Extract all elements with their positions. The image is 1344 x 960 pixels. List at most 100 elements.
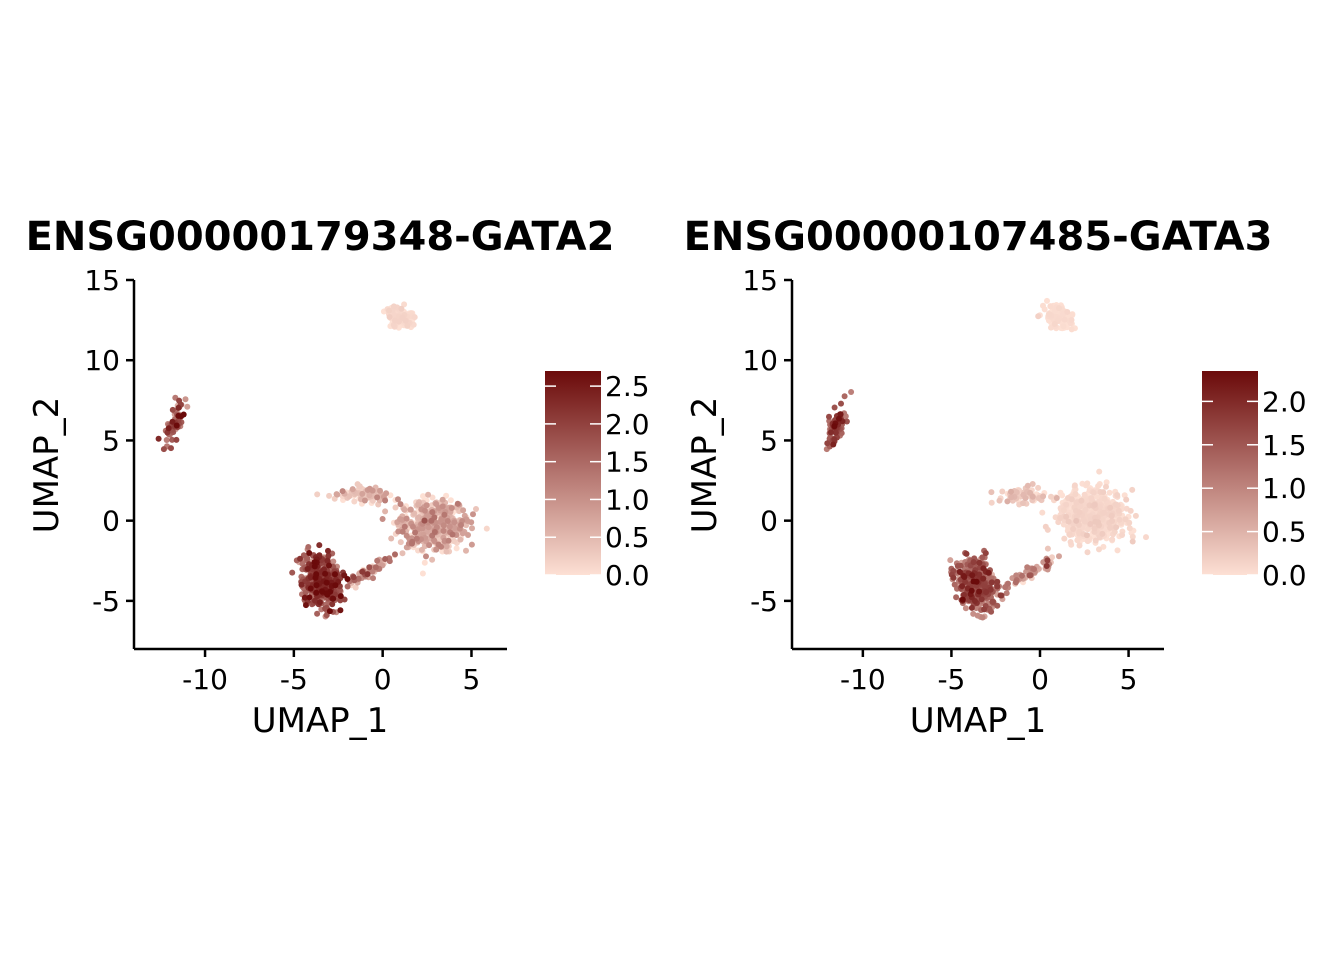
cell-point — [431, 537, 437, 544]
cell-point — [988, 499, 995, 506]
colorbar-tick-label: 2.5 — [605, 370, 650, 403]
panel-title: ENSG00000107485-GATA3 — [684, 214, 1273, 260]
cell-point — [997, 592, 1004, 599]
cell-point — [1077, 503, 1084, 510]
cell-point — [999, 488, 1006, 495]
cell-point — [981, 606, 988, 613]
cell-point — [989, 598, 996, 605]
cell-point — [458, 522, 464, 528]
cell-point — [1044, 297, 1050, 304]
cell-point — [419, 570, 426, 577]
cell-point — [322, 605, 329, 612]
cell-point — [169, 406, 176, 413]
cell-point — [983, 589, 990, 596]
cell-point — [956, 568, 963, 575]
cell-point — [305, 544, 312, 550]
cell-point — [1078, 497, 1085, 504]
cell-point — [483, 525, 490, 532]
cell-point — [962, 605, 969, 612]
cell-point — [366, 564, 373, 571]
cell-point — [395, 528, 402, 535]
cell-point — [316, 599, 323, 606]
cell-point — [429, 509, 436, 516]
cell-point — [988, 608, 995, 615]
cell-point — [1103, 479, 1110, 486]
cell-point — [979, 554, 986, 561]
x-tick-label: -10 — [182, 663, 228, 696]
cell-point — [337, 593, 344, 600]
cell-point — [325, 547, 331, 554]
cell-point — [366, 492, 373, 499]
cell-point — [306, 594, 313, 601]
cell-point — [1063, 513, 1070, 520]
cell-point — [1043, 563, 1050, 569]
cell-point — [297, 555, 303, 562]
cell-point — [425, 491, 432, 498]
cell-point — [1013, 572, 1020, 579]
cell-point — [403, 532, 410, 539]
cell-point — [364, 571, 371, 578]
cell-point — [978, 596, 985, 603]
cell-point — [447, 497, 454, 504]
cell-point — [459, 530, 466, 537]
cell-point — [165, 425, 172, 432]
cell-point — [976, 571, 983, 578]
cell-point — [301, 594, 308, 601]
cell-point — [435, 541, 442, 548]
cell-point — [316, 542, 323, 549]
cell-point — [374, 494, 381, 501]
cell-point — [446, 523, 453, 530]
cell-point — [832, 429, 839, 436]
cell-point — [184, 403, 191, 410]
cell-point — [1059, 492, 1066, 499]
colorbar-tick-label: 1.5 — [605, 446, 650, 479]
cell-point — [451, 538, 458, 545]
cell-point — [1067, 539, 1074, 545]
cell-point — [399, 528, 406, 535]
cell-point — [428, 517, 435, 524]
axes: -10 -5 0 5 -5 0 5 10 15 — [742, 264, 1164, 696]
cell-point — [155, 435, 162, 442]
cell-point — [388, 535, 395, 542]
cell-point — [1020, 500, 1026, 507]
y-tick-label: 15 — [742, 264, 778, 297]
cell-point — [1060, 323, 1067, 330]
cell-point — [988, 489, 995, 496]
cell-point — [994, 602, 1001, 609]
cell-point — [451, 519, 458, 526]
cell-point — [333, 491, 340, 498]
x-tick-label: 0 — [1031, 663, 1049, 696]
cell-point — [1129, 486, 1136, 493]
cell-point — [454, 500, 461, 507]
cell-point — [429, 494, 436, 501]
cell-point — [987, 586, 994, 593]
y-tick-label: -5 — [92, 585, 120, 618]
cell-point — [963, 550, 970, 557]
cell-point — [401, 523, 408, 530]
cell-point — [168, 445, 174, 452]
cell-point — [401, 301, 408, 308]
x-axis-label: UMAP_1 — [910, 701, 1047, 741]
cell-point — [182, 396, 189, 403]
cell-point — [1031, 566, 1037, 573]
y-tick-label: 0 — [760, 505, 778, 538]
cell-point — [976, 588, 983, 595]
cell-point — [1092, 518, 1099, 525]
cell-point — [951, 581, 958, 588]
cell-point — [1029, 481, 1036, 487]
cell-point — [947, 557, 954, 564]
cell-point — [1065, 524, 1072, 531]
cell-point — [1109, 518, 1116, 524]
cell-point — [382, 497, 389, 504]
cell-point — [976, 559, 983, 566]
cell-point — [175, 412, 182, 419]
cell-point — [1095, 483, 1102, 490]
cell-point — [339, 488, 346, 495]
cell-point — [307, 585, 314, 592]
cell-point — [180, 411, 187, 418]
cell-point — [169, 436, 176, 443]
cell-point — [330, 558, 337, 565]
cell-point — [982, 550, 989, 557]
y-axis-label: UMAP_2 — [27, 397, 67, 534]
cell-point — [361, 497, 368, 504]
